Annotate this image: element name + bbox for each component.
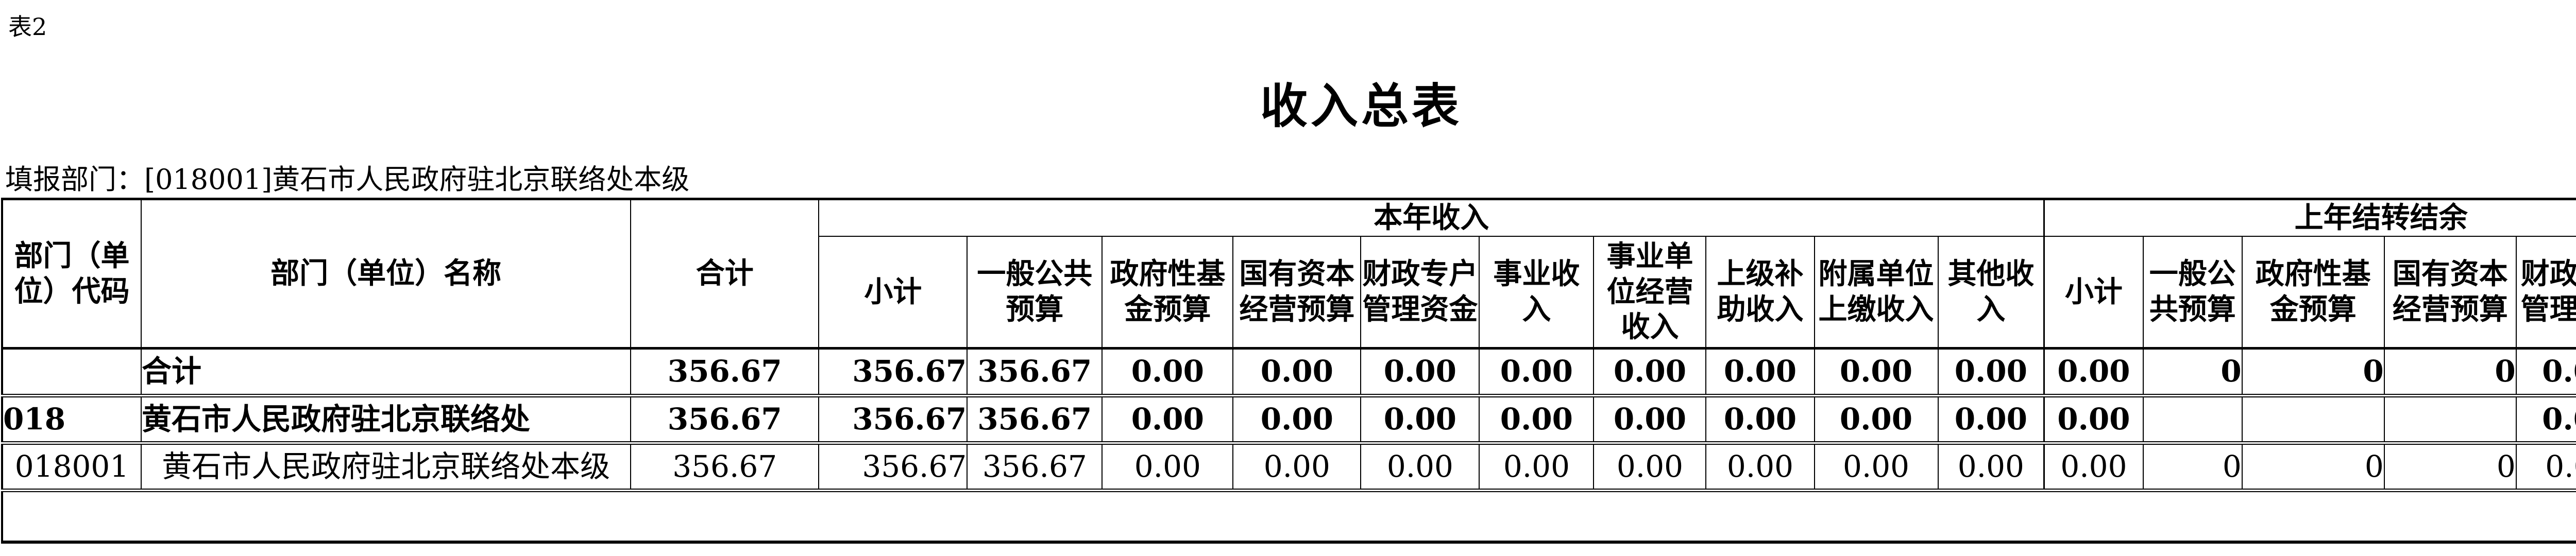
meta-row: 填报部门：[018001]黄石市人民政府驻北京联络处本级 单位：万元 <box>5 157 2576 197</box>
subcol-header: 其他收入 <box>1937 235 2045 350</box>
cell-value <box>2142 395 2243 445</box>
subcol-header: 财政专户管理资金 <box>1360 235 1480 350</box>
subcol-header: 事业单位经营收入 <box>1593 235 1707 350</box>
income-summary-table: 部门（单位）代码 部门（单位）名称 合计 本年收入 上年结转结余 小计 一般公共… <box>1 198 2576 544</box>
cell-value: 0.00 <box>2043 442 2144 492</box>
cell-value: 356.67 <box>818 395 968 445</box>
table-number-label: 表2 <box>8 13 47 41</box>
subcol-header: 上级补助收入 <box>1705 235 1815 350</box>
cell-value: 0.00 <box>1479 442 1595 492</box>
cell-value: 356.67 <box>818 442 968 492</box>
cell-value: 0.00 <box>2515 442 2576 492</box>
cell-value <box>2241 395 2385 445</box>
cell-value: 0 <box>2142 347 2243 397</box>
empty-row-cell <box>2 490 2576 543</box>
cell-value: 0.00 <box>1814 347 1939 397</box>
cell-value: 0.00 <box>1101 442 1234 492</box>
subcol-header: 政府性基金预算 <box>1101 235 1234 350</box>
reporting-department-label: 填报部门：[018001]黄石市人民政府驻北京联络处本级 <box>5 163 690 196</box>
cell-value: 0.00 <box>1593 442 1707 492</box>
table-row-unit: 018001 黄石市人民政府驻北京联络处本级 356.67 356.67 356… <box>1 442 2576 492</box>
cell-name: 黄石市人民政府驻北京联络处本级 <box>141 442 632 492</box>
cell-value: 0.00 <box>1232 347 1362 397</box>
subcol-header: 事业收入 <box>1479 235 1595 350</box>
col-header-name: 部门（单位）名称 <box>141 198 632 350</box>
cell-value: 0.00 <box>1705 442 1815 492</box>
cell-value: 0.00 <box>1360 347 1480 397</box>
cell-value: 0.00 <box>1937 347 2045 397</box>
cell-value: 0.00 <box>1360 395 1480 445</box>
table-row-department: 018 黄石市人民政府驻北京联络处 356.67 356.67 356.67 0… <box>1 395 2576 445</box>
subcol-header: 小计 <box>818 235 968 350</box>
cell-value: 0.00 <box>2515 395 2576 445</box>
cell-value: 0.00 <box>1101 395 1234 445</box>
cell-value: 0.00 <box>1232 395 1362 445</box>
cell-value: 0 <box>2383 442 2517 492</box>
cell-value: 356.67 <box>967 347 1103 397</box>
cell-code <box>1 347 142 397</box>
table-row-grand-total: 合计 356.67 356.67 356.67 0.00 0.00 0.00 0… <box>1 347 2576 397</box>
cell-value: 0 <box>2241 347 2385 397</box>
cell-total: 356.67 <box>630 347 820 397</box>
cell-value: 0 <box>2241 442 2385 492</box>
cell-total: 356.67 <box>630 395 820 445</box>
cell-value: 0.00 <box>1593 347 1707 397</box>
subcol-header: 财政专户管理资金 <box>2515 235 2576 350</box>
cell-value: 356.67 <box>967 395 1103 445</box>
col-header-code: 部门（单位）代码 <box>1 198 142 350</box>
cell-value: 0.00 <box>1593 395 1707 445</box>
cell-value: 0.00 <box>2515 347 2576 397</box>
subcol-header: 政府性基金预算 <box>2241 235 2385 350</box>
subcol-header: 附属单位上缴收入 <box>1814 235 1939 350</box>
cell-value: 0.00 <box>1814 395 1939 445</box>
cell-code: 018001 <box>1 442 142 492</box>
cell-total: 356.67 <box>630 442 820 492</box>
cell-code: 018 <box>1 395 142 445</box>
cell-name: 合计 <box>141 347 632 397</box>
subcol-header: 国有资本经营预算 <box>1232 235 1362 350</box>
page-title: 收入总表 <box>1260 78 1462 134</box>
cell-value: 0.00 <box>1705 347 1815 397</box>
group-header-current-year-income: 本年收入 <box>818 198 2045 237</box>
cell-value: 0.00 <box>1937 395 2045 445</box>
cell-value: 0 <box>2142 442 2243 492</box>
cell-value: 356.67 <box>967 442 1103 492</box>
cell-value: 0.00 <box>1479 347 1595 397</box>
subcol-header: 一般公共预算 <box>2142 235 2243 350</box>
cell-value: 0.00 <box>1232 442 1362 492</box>
cell-value <box>2383 395 2517 445</box>
table-row-empty <box>2 490 2576 543</box>
subcol-header: 小计 <box>2043 235 2144 350</box>
cell-value: 0.00 <box>1360 442 1480 492</box>
group-header-prior-year-carryover: 上年结转结余 <box>2043 198 2576 237</box>
cell-value: 0.00 <box>1814 442 1939 492</box>
cell-value: 356.67 <box>818 347 968 397</box>
subcol-header: 国有资本经营预算 <box>2383 235 2517 350</box>
subcol-header: 一般公共预算 <box>967 235 1103 350</box>
cell-value: 0.00 <box>2043 347 2144 397</box>
cell-value: 0.00 <box>1101 347 1234 397</box>
cell-value: 0.00 <box>1937 442 2045 492</box>
col-header-total: 合计 <box>630 198 820 350</box>
cell-name: 黄石市人民政府驻北京联络处 <box>141 395 632 445</box>
cell-value: 0.00 <box>2043 395 2144 445</box>
cell-value: 0 <box>2383 347 2517 397</box>
cell-value: 0.00 <box>1479 395 1595 445</box>
cell-value: 0.00 <box>1705 395 1815 445</box>
